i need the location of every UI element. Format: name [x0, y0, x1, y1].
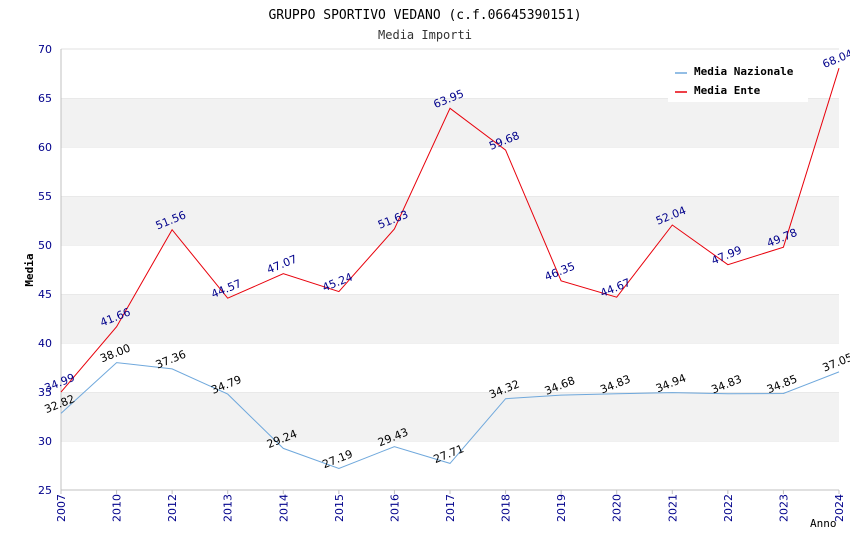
x-tick-label: 2022 [722, 494, 735, 522]
grid-band [61, 343, 839, 392]
legend-label-media-nazionale: Media Nazionale [694, 65, 794, 78]
chart-subtitle: Media Importi [378, 28, 472, 42]
x-tick-label: 2016 [388, 494, 401, 522]
x-tick-label: 2024 [833, 494, 846, 522]
y-tick-label: 30 [38, 435, 52, 448]
grid-band [61, 147, 839, 196]
series-lines [60, 68, 840, 470]
x-tick-label: 2023 [777, 494, 790, 522]
y-tick-label: 55 [38, 190, 52, 203]
grid-band [61, 196, 839, 245]
x-tick-label: 2017 [444, 494, 457, 522]
x-tick-label: 2010 [111, 494, 124, 522]
y-tick-label: 50 [38, 239, 52, 252]
series-line-media-nazionale [60, 362, 840, 470]
x-tick-label: 2015 [333, 494, 346, 522]
y-tick-label: 60 [38, 141, 52, 154]
x-tick-label: 2007 [55, 494, 68, 522]
x-tick-label: 2019 [555, 494, 568, 522]
x-tick-label: 2020 [611, 494, 624, 522]
legend: Media Nazionale Media Ente [668, 60, 808, 102]
x-tick-label: 2021 [666, 494, 679, 522]
grid-band [61, 392, 839, 441]
grid-bands [61, 48, 839, 490]
x-tick-label: 2014 [277, 494, 290, 522]
y-tick-label: 40 [38, 337, 52, 350]
chart-title: GRUPPO SPORTIVO VEDANO (c.f.06645390151) [268, 8, 581, 23]
grid-band [61, 441, 839, 490]
y-axis-ticks: 25 30 35 40 45 50 55 60 65 70 [38, 43, 52, 497]
y-tick-label: 25 [38, 484, 52, 497]
y-tick-label: 70 [38, 43, 52, 56]
y-tick-label: 35 [38, 386, 52, 399]
grid-band [61, 294, 839, 343]
y-axis-label: Media [23, 253, 36, 286]
x-axis-ticks: 2007 2010 2012 2013 2014 2015 2016 2017 2018 2019… [55, 490, 846, 522]
x-tick-label: 2012 [166, 494, 179, 522]
y-tick-label: 65 [38, 92, 52, 105]
y-tick-label: 45 [38, 288, 52, 301]
legend-box [668, 60, 808, 102]
series-line-media-ente [60, 68, 840, 393]
x-axis-label: Anno [810, 517, 837, 530]
x-tick-label: 2018 [500, 494, 513, 522]
grid-band [61, 98, 839, 147]
legend-label-media-ente: Media Ente [694, 84, 761, 97]
x-tick-label: 2013 [222, 494, 235, 522]
